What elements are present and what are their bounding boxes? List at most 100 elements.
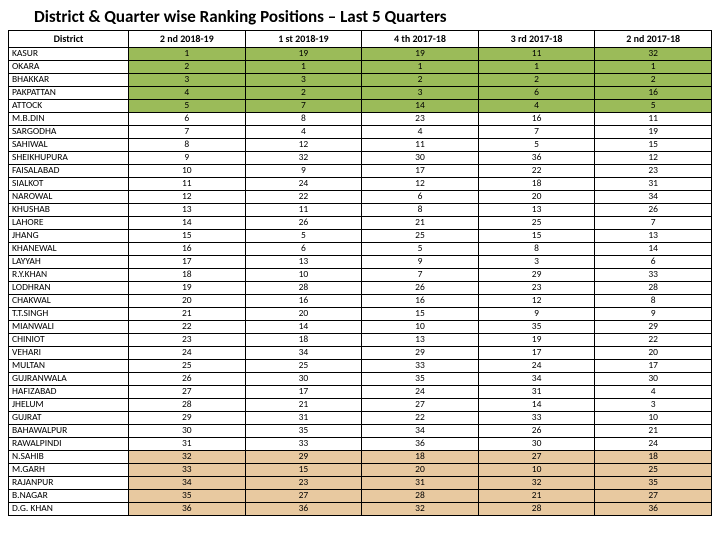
rank-value: 6 bbox=[129, 112, 246, 125]
rank-value: 4 bbox=[362, 125, 479, 138]
rank-value: 6 bbox=[478, 86, 595, 99]
rank-value: 20 bbox=[362, 463, 479, 476]
table-row: SAHIWAL81211515 bbox=[9, 138, 712, 151]
rank-value: 5 bbox=[595, 99, 712, 112]
rank-value: 1 bbox=[478, 60, 595, 73]
district-name: MIANWALI bbox=[9, 320, 129, 333]
rank-value: 25 bbox=[362, 229, 479, 242]
rank-value: 35 bbox=[362, 372, 479, 385]
rank-value: 34 bbox=[129, 476, 246, 489]
rank-value: 16 bbox=[595, 86, 712, 99]
rank-value: 36 bbox=[595, 502, 712, 515]
rank-value: 16 bbox=[478, 112, 595, 125]
table-row: OKARA21111 bbox=[9, 60, 712, 73]
rank-value: 24 bbox=[129, 346, 246, 359]
district-name: GUJRANWALA bbox=[9, 372, 129, 385]
table-row: LAYYAH1713936 bbox=[9, 255, 712, 268]
rank-value: 9 bbox=[362, 255, 479, 268]
rank-value: 29 bbox=[362, 346, 479, 359]
district-name: PAKPATTAN bbox=[9, 86, 129, 99]
district-name: MULTAN bbox=[9, 359, 129, 372]
rank-value: 23 bbox=[129, 333, 246, 346]
rank-value: 19 bbox=[595, 125, 712, 138]
rank-value: 23 bbox=[245, 476, 362, 489]
col-quarter: 4 th 2017-18 bbox=[362, 31, 479, 48]
rank-value: 3 bbox=[362, 86, 479, 99]
rank-value: 18 bbox=[595, 450, 712, 463]
rank-value: 13 bbox=[478, 203, 595, 216]
rank-value: 3 bbox=[478, 255, 595, 268]
table-row: B.NAGAR3527282127 bbox=[9, 489, 712, 502]
rank-value: 13 bbox=[595, 229, 712, 242]
rank-value: 12 bbox=[595, 151, 712, 164]
rank-value: 5 bbox=[478, 138, 595, 151]
rank-value: 18 bbox=[129, 268, 246, 281]
district-name: LODHRAN bbox=[9, 281, 129, 294]
rank-value: 34 bbox=[595, 190, 712, 203]
table-row: N.SAHIB3229182718 bbox=[9, 450, 712, 463]
district-name: LAHORE bbox=[9, 216, 129, 229]
rank-value: 31 bbox=[478, 385, 595, 398]
table-row: KASUR119191132 bbox=[9, 47, 712, 60]
table-row: MIANWALI2214103529 bbox=[9, 320, 712, 333]
district-name: RAWALPINDI bbox=[9, 437, 129, 450]
rank-value: 24 bbox=[478, 359, 595, 372]
rank-value: 19 bbox=[245, 47, 362, 60]
rank-value: 28 bbox=[245, 281, 362, 294]
district-name: M.B.DIN bbox=[9, 112, 129, 125]
rank-value: 14 bbox=[595, 242, 712, 255]
rank-value: 15 bbox=[362, 307, 479, 320]
rank-value: 18 bbox=[245, 333, 362, 346]
rank-value: 13 bbox=[362, 333, 479, 346]
rank-value: 31 bbox=[595, 177, 712, 190]
rank-value: 26 bbox=[129, 372, 246, 385]
table-row: M.B.DIN68231611 bbox=[9, 112, 712, 125]
rank-value: 26 bbox=[478, 424, 595, 437]
district-name: JHANG bbox=[9, 229, 129, 242]
rank-value: 5 bbox=[362, 242, 479, 255]
district-name: CHAKWAL bbox=[9, 294, 129, 307]
table-row: LODHRAN1928262328 bbox=[9, 281, 712, 294]
district-name: T.T.SINGH bbox=[9, 307, 129, 320]
rank-value: 8 bbox=[595, 294, 712, 307]
table-row: GUJRAT2931223310 bbox=[9, 411, 712, 424]
rank-value: 36 bbox=[478, 151, 595, 164]
col-quarter: 2 nd 2018-19 bbox=[129, 31, 246, 48]
rank-value: 33 bbox=[478, 411, 595, 424]
rank-value: 11 bbox=[245, 203, 362, 216]
rank-value: 27 bbox=[478, 450, 595, 463]
district-name: ATTOCK bbox=[9, 99, 129, 112]
rank-value: 23 bbox=[478, 281, 595, 294]
rank-value: 4 bbox=[245, 125, 362, 138]
rank-value: 31 bbox=[362, 476, 479, 489]
district-name: SIALKOT bbox=[9, 177, 129, 190]
rank-value: 6 bbox=[595, 255, 712, 268]
rank-value: 16 bbox=[245, 294, 362, 307]
rank-value: 1 bbox=[129, 47, 246, 60]
ranking-table-container: District2 nd 2018-191 st 2018-194 th 201… bbox=[0, 30, 720, 516]
rank-value: 28 bbox=[595, 281, 712, 294]
rank-value: 10 bbox=[595, 411, 712, 424]
rank-value: 8 bbox=[478, 242, 595, 255]
table-header: District2 nd 2018-191 st 2018-194 th 201… bbox=[9, 31, 712, 48]
rank-value: 31 bbox=[129, 437, 246, 450]
district-name: FAISALABAD bbox=[9, 164, 129, 177]
rank-value: 10 bbox=[245, 268, 362, 281]
rank-value: 19 bbox=[362, 47, 479, 60]
rank-value: 14 bbox=[129, 216, 246, 229]
rank-value: 27 bbox=[129, 385, 246, 398]
rank-value: 22 bbox=[478, 164, 595, 177]
rank-value: 13 bbox=[245, 255, 362, 268]
rank-value: 36 bbox=[362, 437, 479, 450]
rank-value: 29 bbox=[245, 450, 362, 463]
rank-value: 4 bbox=[129, 86, 246, 99]
rank-value: 19 bbox=[478, 333, 595, 346]
table-row: JHELUM282127143 bbox=[9, 398, 712, 411]
rank-value: 2 bbox=[595, 73, 712, 86]
rank-value: 35 bbox=[595, 476, 712, 489]
rank-value: 17 bbox=[129, 255, 246, 268]
rank-value: 29 bbox=[478, 268, 595, 281]
district-name: R.Y.KHAN bbox=[9, 268, 129, 281]
district-name: JHELUM bbox=[9, 398, 129, 411]
rank-value: 5 bbox=[245, 229, 362, 242]
